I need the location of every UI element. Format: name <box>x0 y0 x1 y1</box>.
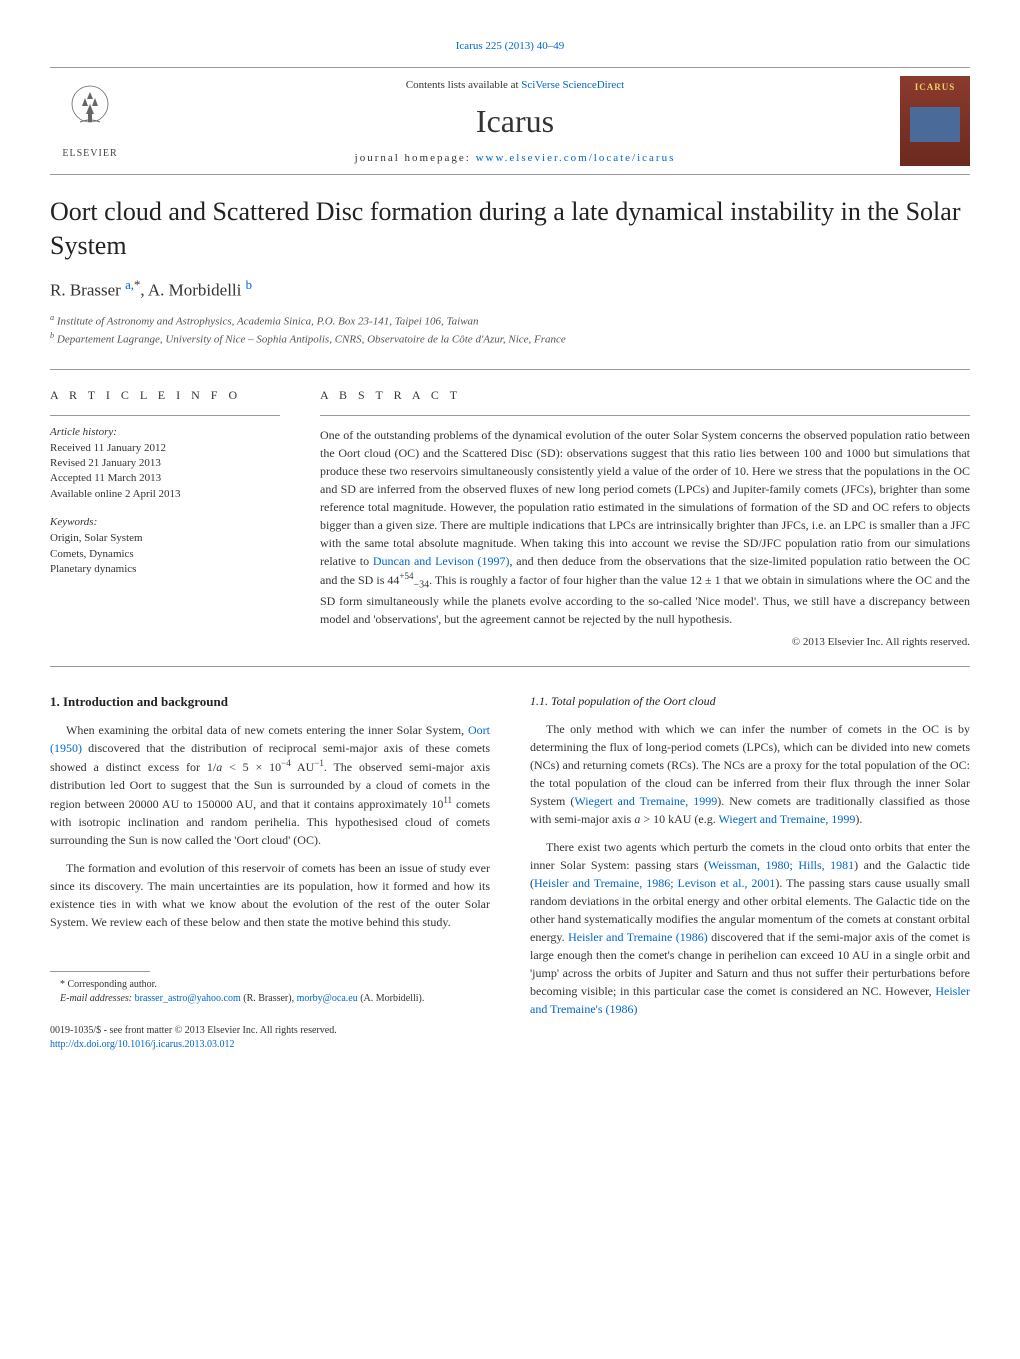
authors: R. Brasser a,*, A. Morbidelli b <box>50 278 970 301</box>
history-received: Received 11 January 2012 <box>50 441 280 456</box>
article-title: Oort cloud and Scattered Disc formation … <box>50 195 970 263</box>
affiliations: a Institute of Astronomy and Astrophysic… <box>50 312 970 348</box>
right-column: 1.1. Total population of the Oort cloud … <box>530 692 970 1053</box>
doi-link[interactable]: http://dx.doi.org/10.1016/j.icarus.2013.… <box>50 1038 490 1052</box>
keywords: Keywords: Origin, Solar System Comets, D… <box>50 516 280 577</box>
section-1-1-para-2: There exist two agents which perturb the… <box>530 838 970 1018</box>
journal-name: Icarus <box>150 103 880 140</box>
publisher-logo: ELSEVIER <box>50 76 130 166</box>
divider <box>50 666 970 667</box>
affiliation-b: b Departement Lagrange, University of Ni… <box>50 330 970 348</box>
divider <box>320 415 970 416</box>
header-center: Contents lists available at SciVerse Sci… <box>130 79 900 164</box>
section-1-1-para-1: The only method with which we can infer … <box>530 720 970 828</box>
history-online: Available online 2 April 2013 <box>50 487 280 502</box>
divider <box>50 415 280 416</box>
contents-available: Contents lists available at SciVerse Sci… <box>150 79 880 91</box>
section-1-para-2: The formation and evolution of this rese… <box>50 859 490 931</box>
article-body: 1. Introduction and background When exam… <box>50 692 970 1053</box>
front-matter-line: 0019-1035/$ - see front matter © 2013 El… <box>50 1024 490 1038</box>
cover-image-icon <box>910 107 960 142</box>
sciencedirect-link[interactable]: SciVerse ScienceDirect <box>521 79 624 91</box>
history-label: Article history: <box>50 426 280 438</box>
journal-homepage: journal homepage: www.elsevier.com/locat… <box>150 152 880 164</box>
keywords-label: Keywords: <box>50 516 280 528</box>
elsevier-tree-icon <box>65 84 115 146</box>
corresponding-author-note: * Corresponding author. <box>50 978 490 992</box>
affiliation-a: a Institute of Astronomy and Astrophysic… <box>50 312 970 330</box>
email-addresses: E-mail addresses: brasser_astro@yahoo.co… <box>50 992 490 1006</box>
journal-header: ELSEVIER Contents lists available at Sci… <box>50 67 970 175</box>
journal-cover-thumbnail: ICARUS <box>900 76 970 166</box>
section-1-1-heading: 1.1. Total population of the Oort cloud <box>530 692 970 710</box>
section-1-heading: 1. Introduction and background <box>50 692 490 712</box>
history-revised: Revised 21 January 2013 <box>50 456 280 471</box>
footer: 0019-1035/$ - see front matter © 2013 El… <box>50 1024 490 1052</box>
publisher-name: ELSEVIER <box>62 148 117 159</box>
abstract: A B S T R A C T One of the outstanding p… <box>320 388 970 648</box>
keyword-1: Origin, Solar System <box>50 531 280 546</box>
abstract-heading: A B S T R A C T <box>320 388 970 403</box>
homepage-link[interactable]: www.elsevier.com/locate/icarus <box>476 152 676 164</box>
abstract-text: One of the outstanding problems of the d… <box>320 426 970 628</box>
history-accepted: Accepted 11 March 2013 <box>50 471 280 486</box>
contents-prefix: Contents lists available at <box>406 79 521 91</box>
abstract-copyright: © 2013 Elsevier Inc. All rights reserved… <box>320 636 970 648</box>
info-abstract-section: A R T I C L E I N F O Article history: R… <box>50 370 970 666</box>
homepage-prefix: journal homepage: <box>355 152 476 164</box>
article-history: Article history: Received 11 January 201… <box>50 426 280 503</box>
footnote-separator <box>50 971 150 972</box>
left-column: 1. Introduction and background When exam… <box>50 692 490 1053</box>
journal-reference: Icarus 225 (2013) 40–49 <box>50 40 970 52</box>
cover-title: ICARUS <box>915 82 956 92</box>
keyword-3: Planetary dynamics <box>50 562 280 577</box>
section-1-para-1: When examining the orbital data of new c… <box>50 721 490 849</box>
keyword-2: Comets, Dynamics <box>50 547 280 562</box>
article-info: A R T I C L E I N F O Article history: R… <box>50 388 280 648</box>
article-info-heading: A R T I C L E I N F O <box>50 388 280 403</box>
